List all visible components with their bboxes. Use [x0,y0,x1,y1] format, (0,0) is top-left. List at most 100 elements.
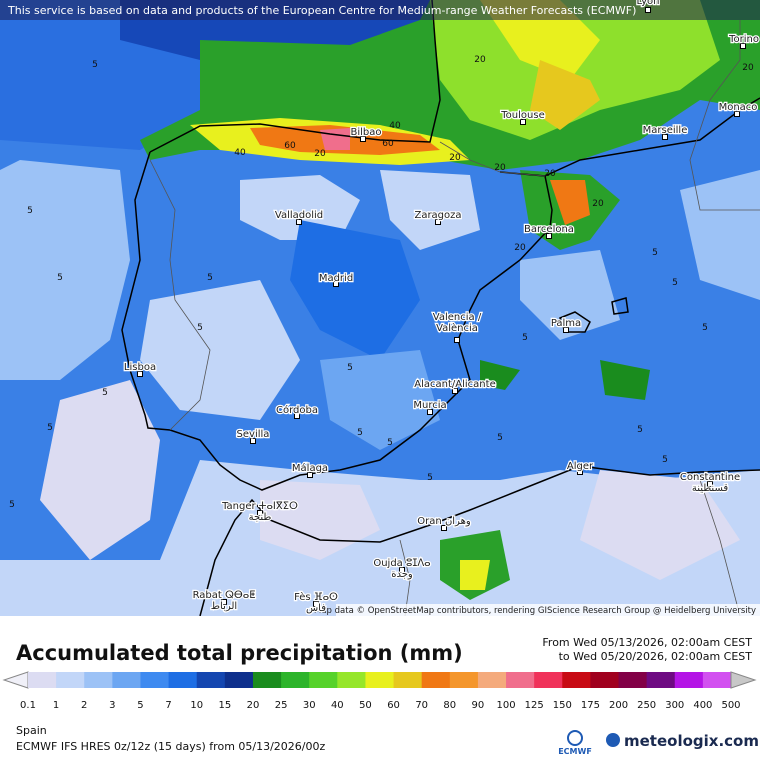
legend: 0.1 1 2 3 5 7 10 15 20 25 30 40 50 60 70 80 90 100 125 150 1… [2,671,757,711]
city-dot [435,219,441,225]
legend-swatch [618,672,648,688]
legend-swatch [168,672,198,688]
legend-swatch [337,672,366,688]
legend-tick-label: 2 [81,700,87,711]
city-label: وجدة [391,569,413,580]
city-label: Alacant/Alicante [414,379,495,390]
legend-tick-label: 20 [247,700,260,711]
legend-tick-label: 400 [693,700,712,711]
legend-tick-label: 1 [53,700,59,711]
city-label: Córdoba [276,404,318,416]
city-label: Bilbao [350,127,381,138]
legend-swatch [506,672,535,688]
meteologix-logo: meteologix.com [624,732,759,750]
credit-bg [336,604,760,616]
legend-swatch [534,672,563,688]
contour-layer: 5 5 5 5 5 5 5 5 5 5 5 5 5 5 5 5 5 5 5 20 20 20 20 20 40 40 60 60 20 2… [9,55,754,510]
legend-tick-label: 5 [137,700,143,711]
legend-swatch [84,672,113,688]
legend-tick-label: 300 [665,700,684,711]
legend-swatch [449,672,479,688]
legend-tick-label: 100 [496,700,515,711]
contour-label: 5 [92,60,98,70]
city-label: Lyon [636,0,659,7]
legend-tick-label: 30 [303,700,316,711]
city-label: Fès ⴼⴰⵙ [294,591,338,603]
city-label: طنجة [249,512,272,523]
legend-tick-label: 60 [387,700,400,711]
legend-swatch [140,672,170,688]
legend-tick-label: 40 [331,700,344,711]
model: ECMWF IFS HRES 0z/12z (15 days) from 05/… [16,740,326,753]
city-dot [740,43,746,49]
legend-tick-label: 90 [472,700,485,711]
city-dot [257,510,263,516]
contour-label: 20 [592,199,604,209]
legend-swatch [674,672,704,688]
city-dot [221,599,227,605]
legend-swatch [421,672,451,688]
city-label: Valladolid [275,210,323,221]
city-dot [333,281,339,287]
title: Accumulated total precipitation (mm) [16,641,463,665]
contour-label: 5 [497,433,503,443]
city-label: Valencia / [433,312,482,323]
legend-tick-label: 10 [190,700,203,711]
city-dot [296,219,302,225]
legend-tick-label: 0.1 [20,700,36,711]
contour-label: 40 [389,121,401,131]
city-dot [137,371,143,377]
legend-tick-label: 70 [415,700,428,711]
legend-tick-label: 200 [609,700,628,711]
city-dot [360,136,366,142]
legend-swatch [646,672,676,688]
contour-label: 5 [662,455,668,465]
legend-tick-label: 150 [553,700,572,711]
legend-tick-label: 500 [721,700,740,711]
legend-swatch [393,672,423,688]
legend-tick-label: 175 [581,700,600,711]
legend-tick-label: 80 [443,700,456,711]
legend-swatch [702,672,732,688]
contour-label: 5 [47,423,53,433]
ecmwf-icon [567,730,583,746]
city-dot [452,388,458,394]
city-label: Alger [567,461,594,472]
legend-swatch [365,672,395,688]
city-label: Torino [728,34,759,45]
city-dot [645,7,651,13]
map-credit: Map data © OpenStreetMap contributors, r… [314,606,756,616]
city-dot [307,472,313,478]
legend-swatch [56,672,85,688]
city-dot [313,601,319,607]
banner-bg [0,0,760,20]
city-dot [454,337,460,343]
legend-swatch [477,672,507,688]
contour-label: 5 [637,425,643,435]
city-label: Marseille [643,125,688,136]
city-label: Barcelona [524,224,574,235]
city-label: فاس [306,603,326,614]
legend-swatch [309,672,338,688]
legend-tick-label: 50 [359,700,372,711]
legend-swatch [196,672,226,688]
contour-label: 5 [102,388,108,398]
legend-swatch [562,672,591,688]
city-label: València [436,322,478,334]
period-from: From Wed 05/13/2026, 02:00am CEST [542,636,752,649]
city-label: Toulouse [500,110,544,121]
city-label: Zaragoza [414,210,461,221]
contour-label: 5 [9,500,15,510]
region: Spain [16,724,47,737]
legend-tick-label: 125 [525,700,544,711]
contour-label: 5 [672,278,678,288]
city-label: Madrid [319,273,353,284]
period-to: to Wed 05/20/2026, 02:00am CEST [559,650,753,663]
city-label: Lisboa [124,362,156,373]
contour-label: 20 [314,149,326,159]
precip-fields [0,0,760,616]
legend-swatch [224,672,254,688]
legend-tick-label: 25 [275,700,288,711]
city-label: Oujda ⵓⵊⴷⴰ [373,558,430,569]
